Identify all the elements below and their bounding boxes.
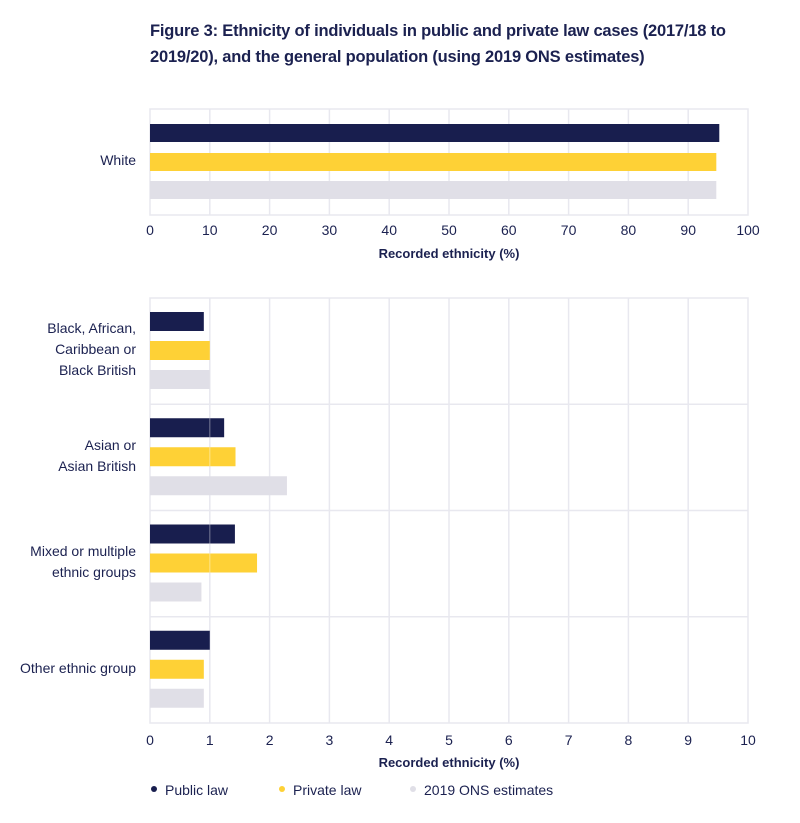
x-tick-label: 6 <box>505 732 513 748</box>
bar-private-law <box>150 553 258 573</box>
x-tick-label: 7 <box>565 732 573 748</box>
x-tick-label: 70 <box>561 222 577 238</box>
legend-dot-icon <box>410 786 416 792</box>
legend-dot-icon <box>151 786 157 792</box>
x-tick-label: 100 <box>736 222 760 238</box>
bar-private-law <box>150 341 210 360</box>
category-label: Asian British <box>58 458 136 474</box>
x-tick-label: 1 <box>206 732 214 748</box>
bar-public-law <box>150 124 720 142</box>
x-tick-label: 0 <box>146 732 154 748</box>
category-label: Other ethnic group <box>20 660 136 676</box>
x-tick-label: 8 <box>625 732 633 748</box>
bar-public-law <box>150 418 225 438</box>
bar-ons-estimates <box>150 370 210 389</box>
bar-ons-estimates <box>150 476 287 496</box>
category-label: White <box>100 152 136 168</box>
x-tick-label: 0 <box>146 222 154 238</box>
chart-title: Figure 3: Ethnicity of individuals in pu… <box>150 22 726 66</box>
bar-public-law <box>150 524 235 544</box>
bar-ons-estimates <box>150 582 202 602</box>
x-tick-label: 4 <box>385 732 393 748</box>
x-tick-label: 9 <box>684 732 692 748</box>
category-label: ethnic groups <box>52 564 136 580</box>
category-label: Black British <box>59 362 136 378</box>
legend-dot-icon <box>279 786 285 792</box>
bar-public-law <box>150 312 204 331</box>
legend-label: Private law <box>293 782 362 798</box>
legend-item-private-law: Private law <box>279 782 361 798</box>
x-tick-label: 50 <box>441 222 457 238</box>
x-tick-label: 2 <box>266 732 274 748</box>
x-tick-label: 10 <box>202 222 218 238</box>
bar-private-law <box>150 659 204 679</box>
bar-ons-estimates <box>150 181 717 199</box>
x-tick-label: 80 <box>621 222 637 238</box>
legend-label: 2019 ONS estimates <box>424 782 554 798</box>
x-tick-label: 90 <box>680 222 696 238</box>
category-label: Black, African, <box>47 320 136 336</box>
bar-private-law <box>150 153 717 171</box>
bar-public-law <box>150 630 210 650</box>
x-tick-label: 40 <box>381 222 397 238</box>
category-label: Asian or <box>85 437 137 453</box>
legend-label: Public law <box>165 782 229 798</box>
x-tick-label: 60 <box>501 222 517 238</box>
legend-item-public-law: Public law <box>151 782 228 798</box>
x-axis-label: Recorded ethnicity (%) <box>379 246 520 261</box>
bar-ons-estimates <box>150 688 204 708</box>
x-tick-label: 3 <box>326 732 334 748</box>
x-tick-label: 10 <box>740 732 756 748</box>
x-tick-label: 5 <box>445 732 453 748</box>
bar-private-law <box>150 447 236 467</box>
x-tick-label: 20 <box>262 222 278 238</box>
category-label: Caribbean or <box>55 341 136 357</box>
legend-item-ons-estimates: 2019 ONS estimates <box>410 782 553 798</box>
x-tick-label: 30 <box>322 222 338 238</box>
x-axis-label: Recorded ethnicity (%) <box>379 755 520 770</box>
category-label: Mixed or multiple <box>30 543 136 559</box>
